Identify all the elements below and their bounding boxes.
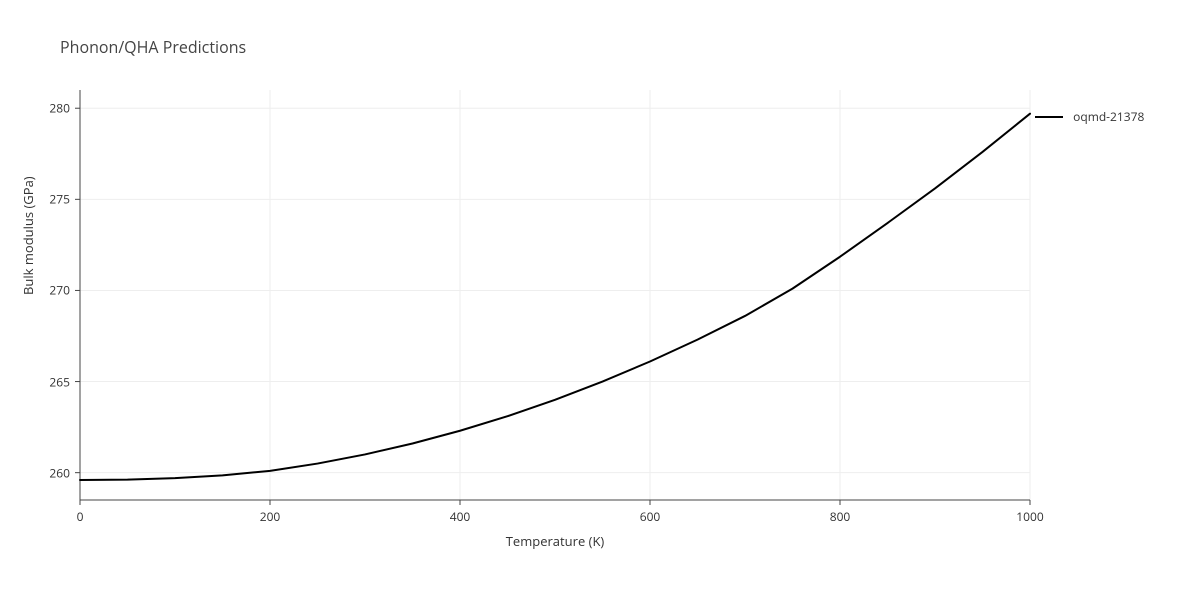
x-tick-label: 600: [640, 508, 661, 525]
x-axis-label: Temperature (K): [506, 532, 605, 550]
y-tick-label: 270: [49, 282, 70, 299]
x-tick-label: 800: [830, 508, 851, 525]
y-tick-label: 275: [49, 191, 70, 208]
y-axis-label: Bulk modulus (GPa): [19, 176, 37, 295]
x-tick-label: 1000: [1016, 508, 1043, 525]
x-tick-label: 200: [260, 508, 281, 525]
legend-label: oqmd-21378: [1073, 108, 1144, 125]
x-tick-label: 400: [450, 508, 471, 525]
y-tick-label: 260: [49, 464, 70, 481]
y-tick-label: 280: [49, 100, 70, 117]
chart-container: Phonon/QHA Predictions 02004006008001000…: [0, 0, 1200, 600]
legend: oqmd-21378: [1035, 104, 1144, 126]
series-line-0[interactable]: [80, 114, 1030, 480]
x-tick-label: 0: [77, 508, 84, 525]
legend-swatch: [1035, 116, 1063, 118]
y-tick-label: 265: [49, 373, 70, 390]
